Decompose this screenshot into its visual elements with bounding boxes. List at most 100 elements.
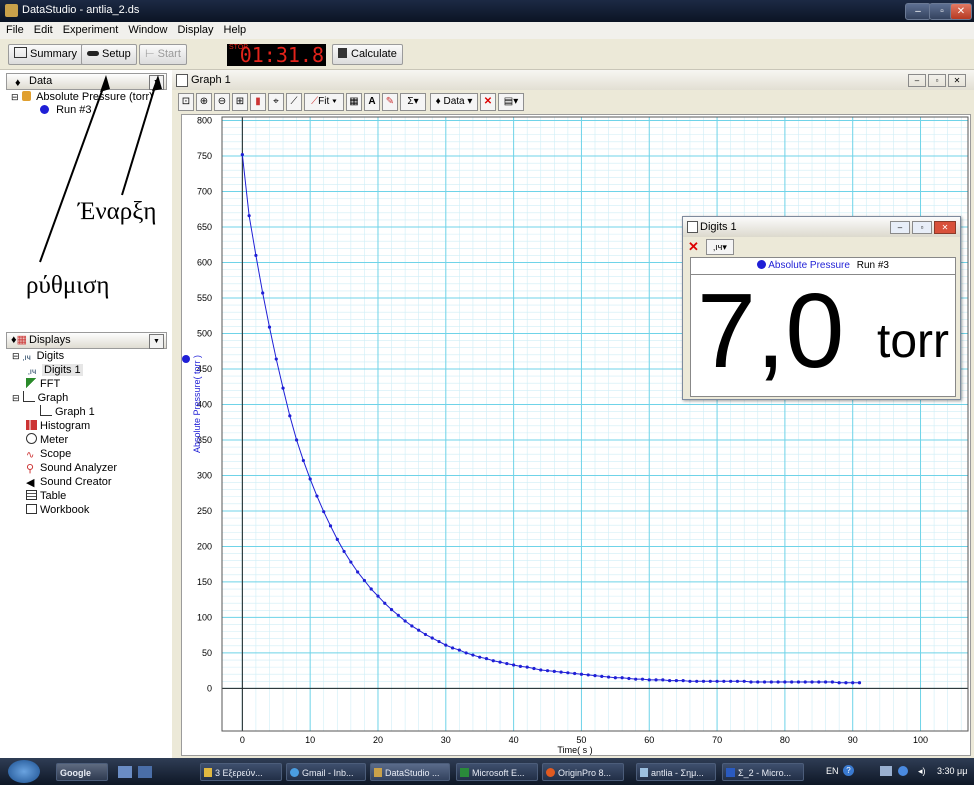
taskbar-item-datastudio[interactable]: DataStudio ...: [370, 763, 450, 781]
sensor-icon: [21, 91, 31, 101]
calculator-icon[interactable]: ▦: [346, 93, 362, 111]
displays-panel-header[interactable]: ♦▦ Displays ▼: [6, 332, 167, 349]
minimize-icon[interactable]: –: [890, 221, 910, 234]
network-icon[interactable]: [880, 766, 892, 776]
menu-help[interactable]: Help: [223, 24, 247, 36]
close-icon[interactable]: ✕: [948, 74, 966, 87]
data-point: [437, 639, 441, 644]
calculate-button[interactable]: Calculate: [332, 44, 403, 65]
x-tick-label: 40: [509, 735, 519, 745]
fit-dropdown[interactable]: ⟋Fit ▾: [304, 93, 344, 111]
taskbar-item-word[interactable]: Σ_2 - Micro...: [722, 763, 804, 781]
display-item-fft[interactable]: FFT: [12, 377, 170, 391]
menu-edit[interactable]: Edit: [33, 24, 53, 36]
data-point: [708, 679, 712, 683]
smart-tool-icon[interactable]: ⌖: [268, 93, 284, 111]
display-item-workbook[interactable]: Workbook: [12, 503, 170, 517]
data-highlight-icon[interactable]: ▮: [250, 93, 266, 111]
autoscale-icon[interactable]: ⊡: [178, 93, 194, 111]
slope-tool-icon[interactable]: ⟋: [286, 93, 302, 111]
start-button[interactable]: ⊢ Start: [139, 44, 187, 65]
taskbar-item-excel[interactable]: Microsoft E...: [456, 763, 538, 781]
security-icon[interactable]: [898, 766, 908, 776]
digits-format-dropdown[interactable]: ‚ıч▾: [706, 239, 734, 255]
display-item-graph[interactable]: ⊟ Graph: [12, 391, 170, 405]
data-point: [606, 675, 611, 679]
digits-window[interactable]: Digits 1 – ▫ ✕ ✕ ‚ıч▾ Absolute Pressure …: [682, 216, 961, 400]
window-title: DataStudio - antlia_2.ds: [22, 4, 140, 16]
zoom-in-icon[interactable]: ⊕: [196, 93, 212, 111]
data-point: [681, 679, 685, 683]
display-item-label: Workbook: [40, 504, 90, 516]
graph-plot-area[interactable]: 0 10 20 30 40 50 60 70 80 90 100 0 50 100 150 200 250 300…: [181, 114, 971, 756]
display-item-digits-1[interactable]: ‚ıч Digits 1: [12, 363, 170, 377]
y-axis-label: Absolute Pressure( torr ): [192, 355, 202, 453]
data-point: [532, 666, 536, 671]
calculator-icon: [338, 48, 347, 58]
run-tree-item[interactable]: Run #3: [40, 103, 92, 117]
y-tick-label: 600: [197, 258, 212, 268]
display-item-scope[interactable]: ∿ Scope: [12, 447, 170, 461]
menu-window[interactable]: Window: [128, 24, 168, 36]
taskbar-item-origin[interactable]: OriginPro 8...: [542, 763, 624, 781]
close-icon[interactable]: ✕: [934, 221, 956, 234]
data-panel-header[interactable]: ♦ Data ▼: [6, 73, 167, 90]
y-tick-label: 350: [197, 435, 212, 445]
data-point: [654, 678, 658, 682]
display-item-label: Digits 1: [42, 364, 83, 376]
annotation-icon[interactable]: ✎: [382, 93, 398, 111]
restore-icon[interactable]: ▫: [929, 3, 955, 20]
menu-experiment[interactable]: Experiment: [62, 24, 119, 36]
x-axis-label: Time( s ): [557, 745, 592, 755]
taskbar-item-explorer[interactable]: 3 Εξερεύν...: [200, 763, 282, 781]
datastudio-app-icon: [5, 4, 18, 17]
zoom-select-icon[interactable]: ⊞: [232, 93, 248, 111]
y-tick-label: 50: [202, 648, 212, 658]
word-icon: [726, 768, 735, 777]
text-tool-icon[interactable]: A: [364, 93, 380, 111]
data-point: [471, 653, 475, 657]
setup-button[interactable]: Setup: [81, 44, 137, 65]
display-item-digits[interactable]: ⊟ ‚ıч Digits: [12, 349, 170, 363]
taskbar-item-gmail[interactable]: Gmail - Inb...: [286, 763, 366, 781]
help-icon[interactable]: ?: [843, 765, 854, 776]
start-orb-icon[interactable]: [8, 760, 40, 783]
data-point: [356, 570, 360, 574]
switch-windows-icon[interactable]: [138, 766, 152, 778]
minimize-icon[interactable]: –: [905, 3, 931, 20]
data-dropdown[interactable]: ♦ Data ▾: [430, 93, 478, 111]
chevron-down-icon[interactable]: ▼: [149, 334, 164, 349]
taskbar-item-notepad[interactable]: antlia - Σημ...: [636, 763, 716, 781]
delete-icon[interactable]: ✕: [480, 93, 496, 111]
google-toolbar[interactable]: Google: [56, 763, 108, 781]
elapsed-timer: 01:31.8: [227, 44, 326, 66]
summary-button[interactable]: Summary: [8, 44, 84, 65]
display-item-graph-1[interactable]: Graph 1: [12, 405, 170, 419]
minimize-icon[interactable]: –: [908, 74, 926, 87]
fit-label: Fit: [318, 96, 330, 107]
show-desktop-icon[interactable]: [118, 766, 132, 778]
statistics-icon[interactable]: Σ▾: [400, 93, 426, 111]
display-item-sound-creator[interactable]: ◀ Sound Creator: [12, 475, 170, 489]
close-icon[interactable]: ✕: [950, 3, 972, 20]
display-item-histogram[interactable]: Histogram: [12, 419, 170, 433]
volume-icon[interactable]: ◂): [918, 766, 926, 776]
display-item-meter[interactable]: Meter: [12, 433, 170, 447]
delete-icon[interactable]: ✕: [688, 239, 699, 254]
data-point: [600, 674, 604, 678]
origin-icon: [546, 768, 555, 777]
settings-icon[interactable]: ▤▾: [498, 93, 524, 111]
maximize-icon[interactable]: ▫: [928, 74, 946, 87]
y-tick-label: 800: [197, 116, 212, 126]
data-tree-item[interactable]: ⊟ Absolute Pressure (torr): [11, 90, 153, 104]
collapse-icon: ⊟: [11, 92, 19, 102]
maximize-icon[interactable]: ▫: [912, 221, 932, 234]
data-point: [281, 386, 285, 390]
display-item-table[interactable]: Table: [12, 489, 170, 503]
collapse-icon: ⊟: [12, 393, 20, 403]
menu-file[interactable]: File: [6, 24, 24, 36]
menu-display[interactable]: Display: [177, 24, 214, 36]
zoom-out-icon[interactable]: ⊖: [214, 93, 230, 111]
language-indicator[interactable]: EN: [826, 766, 839, 776]
display-item-sound-analyzer[interactable]: ⚲ Sound Analyzer: [12, 461, 170, 475]
